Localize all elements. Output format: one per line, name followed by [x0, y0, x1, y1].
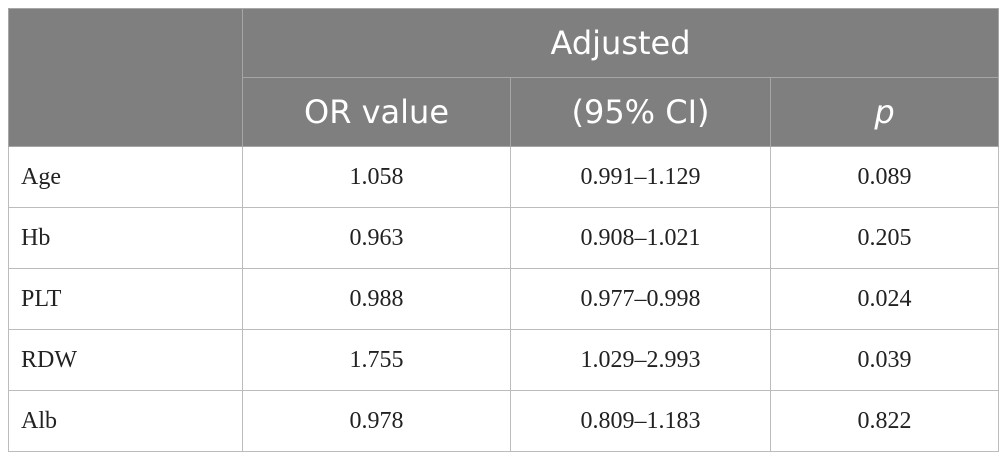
p-value-cell: 0.039: [769, 329, 1000, 391]
ci-cell: 0.809–1.183: [510, 390, 771, 452]
row-label: PLT: [8, 268, 243, 330]
or-value-cell: 0.963: [242, 207, 511, 269]
table-row: Alb 0.978 0.809–1.183 0.822: [8, 390, 1000, 452]
or-value-header: OR value: [242, 77, 511, 147]
header-row-columns: OR value (95% CI) p: [9, 77, 1000, 147]
row-label-header-cell: [8, 8, 243, 147]
or-value-cell: 1.755: [242, 329, 511, 391]
ci-cell: 0.977–0.998: [510, 268, 771, 330]
or-value-cell: 0.988: [242, 268, 511, 330]
p-value-header: p: [769, 77, 1000, 147]
ci-cell: 0.991–1.129: [510, 146, 771, 208]
adjusted-group-header: Adjusted: [241, 8, 1000, 78]
table-row: RDW 1.755 1.029–2.993 0.039: [8, 329, 1000, 391]
table-row: PLT 0.988 0.977–0.998 0.024: [8, 268, 1000, 330]
p-value-cell: 0.089: [769, 146, 1000, 208]
ci-header: (95% CI): [510, 77, 771, 147]
p-value-cell: 0.822: [769, 390, 1000, 452]
adjusted-or-table: Adjusted OR value (95% CI) p Age 1.058 0…: [8, 8, 1000, 452]
row-label: Age: [8, 146, 243, 208]
ci-cell: 1.029–2.993: [510, 329, 771, 391]
ci-cell: 0.908–1.021: [510, 207, 771, 269]
row-label: Hb: [8, 207, 243, 269]
results-table-container: Adjusted OR value (95% CI) p Age 1.058 0…: [8, 8, 1000, 452]
p-value-cell: 0.205: [769, 207, 1000, 269]
table-header: Adjusted OR value (95% CI) p: [8, 8, 1000, 147]
row-label: RDW: [8, 329, 243, 391]
table-body: Age 1.058 0.991–1.129 0.089 Hb 0.963 0.9…: [8, 146, 1000, 452]
p-value-cell: 0.024: [769, 268, 1000, 330]
table-row: Hb 0.963 0.908–1.021 0.205: [8, 207, 1000, 269]
or-value-cell: 0.978: [242, 390, 511, 452]
row-label: Alb: [8, 390, 243, 452]
table-row: Age 1.058 0.991–1.129 0.089: [8, 146, 1000, 208]
header-row-group: Adjusted: [8, 8, 1000, 147]
or-value-cell: 1.058: [242, 146, 511, 208]
